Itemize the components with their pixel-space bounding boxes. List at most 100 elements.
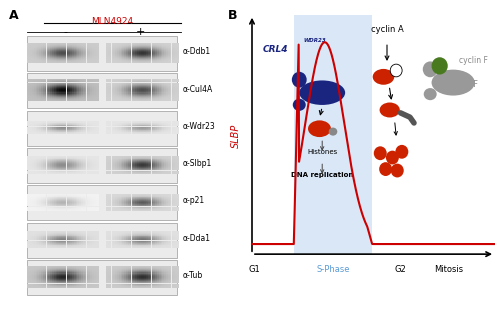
Bar xyxy=(140,45,142,46)
Bar xyxy=(52,82,54,84)
Bar xyxy=(114,169,115,170)
Bar xyxy=(110,94,112,95)
Bar xyxy=(135,284,137,285)
Bar xyxy=(154,271,155,272)
Bar xyxy=(168,99,170,100)
Bar xyxy=(128,125,130,126)
Bar xyxy=(148,129,150,130)
Bar xyxy=(43,284,44,285)
Bar xyxy=(142,194,144,195)
Bar xyxy=(140,50,142,51)
Bar xyxy=(155,49,157,50)
Bar xyxy=(162,194,164,195)
Bar xyxy=(148,87,150,88)
Bar xyxy=(139,49,140,50)
Bar xyxy=(96,243,98,244)
Bar xyxy=(119,97,120,98)
Bar xyxy=(54,170,56,171)
Bar xyxy=(177,284,179,285)
Bar xyxy=(130,92,132,94)
Bar xyxy=(66,161,68,162)
Bar xyxy=(117,268,118,269)
Bar xyxy=(124,127,126,128)
Bar xyxy=(44,45,46,46)
Bar xyxy=(155,161,157,162)
Bar xyxy=(137,267,139,268)
Bar xyxy=(140,287,142,288)
Bar xyxy=(26,87,28,88)
Bar xyxy=(160,280,162,281)
Bar xyxy=(108,287,110,288)
Bar xyxy=(174,204,175,205)
Bar xyxy=(148,82,150,84)
Bar xyxy=(39,168,41,169)
Bar xyxy=(63,95,64,96)
Bar xyxy=(172,233,173,234)
Bar xyxy=(36,160,38,161)
Bar xyxy=(50,240,52,241)
Bar xyxy=(46,285,48,286)
Bar xyxy=(172,48,173,49)
Bar xyxy=(154,267,155,268)
Bar xyxy=(139,84,140,85)
Bar xyxy=(43,166,44,167)
Bar xyxy=(64,167,66,168)
Bar xyxy=(63,238,64,239)
Bar xyxy=(155,60,157,61)
Bar xyxy=(126,196,128,197)
Bar xyxy=(134,97,135,98)
Bar xyxy=(134,56,135,57)
Bar xyxy=(92,58,94,59)
Bar xyxy=(155,98,157,99)
Bar xyxy=(41,128,43,129)
Bar xyxy=(58,54,59,55)
Bar xyxy=(122,280,124,281)
Bar xyxy=(154,200,155,201)
Bar xyxy=(120,43,122,44)
Bar xyxy=(137,171,139,172)
Bar xyxy=(137,61,139,62)
Bar xyxy=(175,196,177,197)
Bar xyxy=(148,47,150,48)
Bar xyxy=(108,60,110,61)
Bar xyxy=(84,43,86,44)
Bar xyxy=(159,92,160,94)
Bar xyxy=(36,129,38,130)
Bar xyxy=(78,84,79,85)
Bar xyxy=(63,280,64,281)
Bar xyxy=(41,275,43,276)
Bar xyxy=(46,87,48,88)
Bar xyxy=(144,171,146,172)
Bar xyxy=(155,173,157,174)
Bar xyxy=(76,233,78,234)
Bar xyxy=(152,202,154,203)
Bar xyxy=(58,58,59,59)
Bar xyxy=(39,278,41,279)
Bar xyxy=(177,166,179,167)
Bar xyxy=(30,47,32,48)
Bar xyxy=(139,55,140,56)
Bar xyxy=(140,165,142,166)
Bar xyxy=(28,246,30,247)
Bar xyxy=(74,121,76,122)
Bar xyxy=(88,271,90,272)
Bar xyxy=(120,209,122,210)
Bar xyxy=(112,203,114,204)
Bar xyxy=(96,209,98,210)
Bar xyxy=(154,206,155,207)
Bar xyxy=(128,171,130,172)
Bar xyxy=(84,247,86,248)
Bar xyxy=(56,124,58,125)
Bar xyxy=(110,100,112,101)
Bar xyxy=(144,128,146,129)
Bar xyxy=(26,111,177,146)
Bar xyxy=(80,234,81,235)
Bar xyxy=(78,51,79,52)
Bar xyxy=(120,267,122,268)
Bar xyxy=(120,91,122,92)
Bar xyxy=(38,272,39,273)
Bar xyxy=(32,245,34,246)
Bar xyxy=(128,278,130,279)
Bar xyxy=(144,89,146,90)
Bar xyxy=(66,266,68,267)
